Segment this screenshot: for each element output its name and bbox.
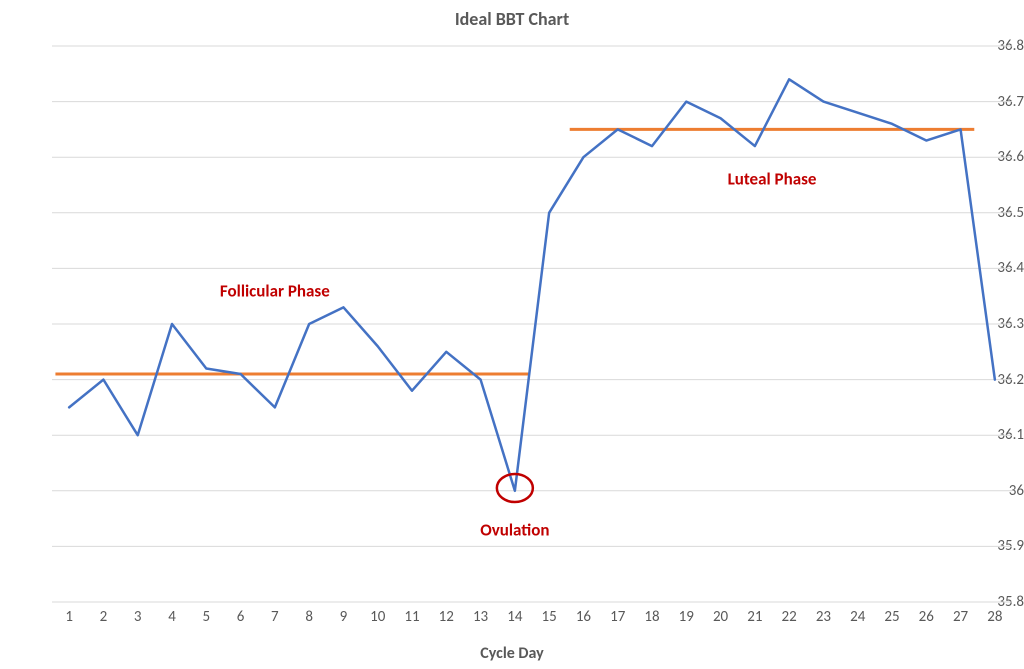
data-line — [69, 79, 995, 490]
plot-area — [0, 0, 1024, 669]
annotation-ovulation: Ovulation — [480, 519, 549, 540]
bbt-chart: Ideal BBT Chart Cycle Day 35.835.93636.1… — [0, 0, 1024, 669]
annotation-follicular: Follicular Phase — [220, 280, 330, 301]
annotation-luteal: Luteal Phase — [728, 169, 817, 190]
